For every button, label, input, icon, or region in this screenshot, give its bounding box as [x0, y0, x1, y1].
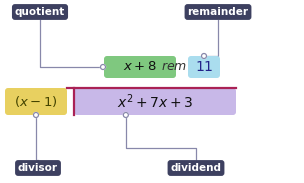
Circle shape — [33, 113, 39, 117]
FancyBboxPatch shape — [188, 56, 220, 78]
Text: divisor: divisor — [18, 163, 58, 173]
Text: $x + 8$: $x + 8$ — [123, 61, 157, 74]
Circle shape — [123, 113, 128, 117]
Text: $(x-1)$: $(x-1)$ — [14, 94, 58, 109]
FancyBboxPatch shape — [5, 88, 67, 115]
FancyBboxPatch shape — [74, 88, 236, 115]
Text: $rem$: $rem$ — [161, 61, 187, 74]
Text: quotient: quotient — [15, 7, 65, 17]
Text: remainder: remainder — [188, 7, 248, 17]
Text: $x^2 + 7x + 3$: $x^2 + 7x + 3$ — [117, 92, 193, 111]
Circle shape — [101, 64, 105, 70]
Text: $\mathit{11}$: $\mathit{11}$ — [195, 60, 213, 74]
Circle shape — [202, 53, 206, 59]
FancyBboxPatch shape — [104, 56, 176, 78]
Text: dividend: dividend — [171, 163, 222, 173]
